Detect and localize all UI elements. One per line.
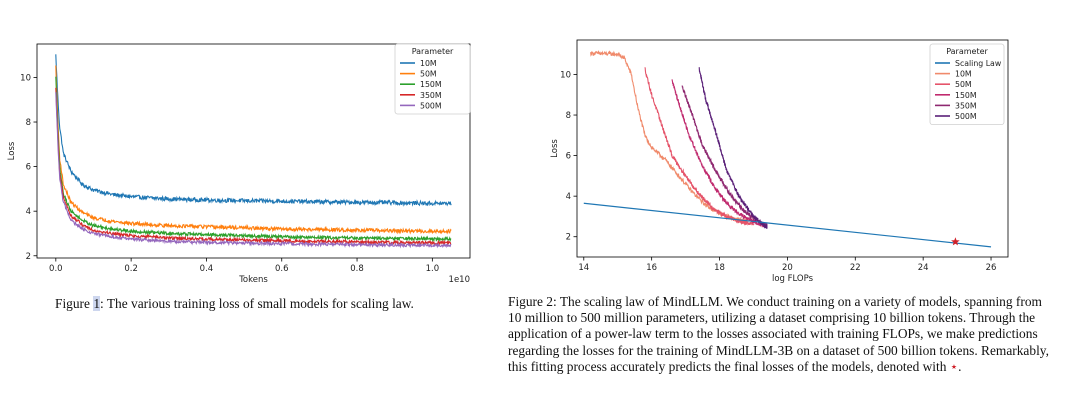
chart1-ytick-label: 4 [26, 207, 31, 217]
chart2-series-10M [590, 50, 748, 224]
figure1-caption: Figure 1: The various training loss of s… [55, 296, 515, 312]
chart2-legend-label: 350M [955, 101, 977, 110]
chart2-legend-label: Scaling Law [955, 59, 1002, 68]
chart2-legend-title: Parameter [946, 47, 988, 56]
figure2-caption-text: Figure 2: The scaling law of MindLLM. We… [508, 294, 1049, 374]
chart2-xtick-label: 14 [578, 263, 589, 273]
chart1-series-150M [55, 76, 452, 243]
chart1-legend-label: 350M [420, 91, 442, 100]
chart2-legend-label: 150M [955, 91, 977, 100]
chart1-xtick-label: 0.4 [200, 264, 214, 274]
chart1-xtick-label: 1.0 [426, 264, 440, 274]
chart1-legend-label: 10M [420, 59, 437, 68]
chart1-ytick-label: 8 [26, 118, 31, 128]
chart1-series-50M [55, 65, 452, 235]
chart2-ylabel: Loss [550, 139, 560, 158]
chart2-scaling-law-line [583, 202, 992, 248]
chart2-legend-label: 500M [955, 112, 977, 121]
chart1-ytick-label: 2 [26, 252, 31, 262]
chart1-ytick-label: 6 [26, 163, 31, 173]
chart1-legend-title: Parameter [412, 47, 454, 56]
chart2-xtick-label: 26 [986, 263, 997, 273]
chart2-ytick-label: 10 [560, 70, 571, 80]
chart1-legend [394, 43, 471, 115]
chart2-series-50M [644, 67, 755, 226]
chart2-xtick-label: 24 [918, 263, 929, 273]
chart1-xlabel: Tokens [238, 275, 268, 285]
chart2-series-350M [681, 85, 768, 227]
chart1-x-offset-label: 1e10 [449, 275, 470, 285]
chart2-xtick-label: 20 [782, 263, 793, 273]
chart1-series-350M [55, 87, 452, 246]
chart2-xlabel: log FLOPs [772, 274, 814, 284]
chart1-xtick-label: 0.0 [49, 264, 63, 274]
chart1-axes-frame [36, 43, 471, 259]
chart1-ylabel: Loss [7, 141, 17, 160]
chart1-ytick-label: 10 [20, 73, 31, 83]
chart2-xtick-label: 22 [850, 263, 861, 273]
chart1-legend-label: 50M [420, 70, 437, 79]
chart1: 0.0 0.2 0.4 0.6 0.8 1.0 2 4 6 8 10 Tokens Loss 1e10 Pa… [7, 43, 471, 285]
chart2-prediction-star [951, 237, 960, 246]
chart2-ytick-label: 8 [566, 111, 571, 121]
chart2-xtick-label: 16 [646, 263, 657, 273]
chart1-legend-label: 150M [420, 80, 442, 89]
chart2-legend-label: 10M [955, 70, 972, 79]
chart2-axes-frame [576, 39, 1009, 258]
chart2-xtick-label: 18 [714, 263, 725, 273]
figure1-ref-link[interactable]: 1 [93, 296, 101, 311]
chart2-legend [929, 43, 1005, 125]
chart2-ytick-label: 6 [566, 152, 571, 162]
figure1-caption-prefix: Figure [55, 296, 94, 311]
chart1-series-500M [55, 92, 452, 249]
chart1-xtick-label: 0.6 [275, 264, 289, 274]
chart1-series-10M [55, 54, 452, 207]
star-marker-icon: ⋆ [949, 358, 959, 374]
chart2-ytick-label: 4 [566, 192, 571, 202]
chart2-ytick-label: 2 [566, 233, 571, 243]
chart1-xtick-label: 0.2 [124, 264, 138, 274]
chart2-legend-label: 50M [955, 80, 972, 89]
chart2-series-150M [671, 79, 765, 228]
chart1-xtick-label: 0.8 [350, 264, 364, 274]
chart2-series-500M [698, 67, 768, 229]
chart1-legend-label: 500M [420, 101, 442, 110]
figure2-caption: Figure 2: The scaling law of MindLLM. We… [508, 294, 1053, 375]
figure1-caption-text: : The various training loss of small mod… [100, 296, 414, 311]
figure2-caption-end: . [958, 358, 962, 374]
